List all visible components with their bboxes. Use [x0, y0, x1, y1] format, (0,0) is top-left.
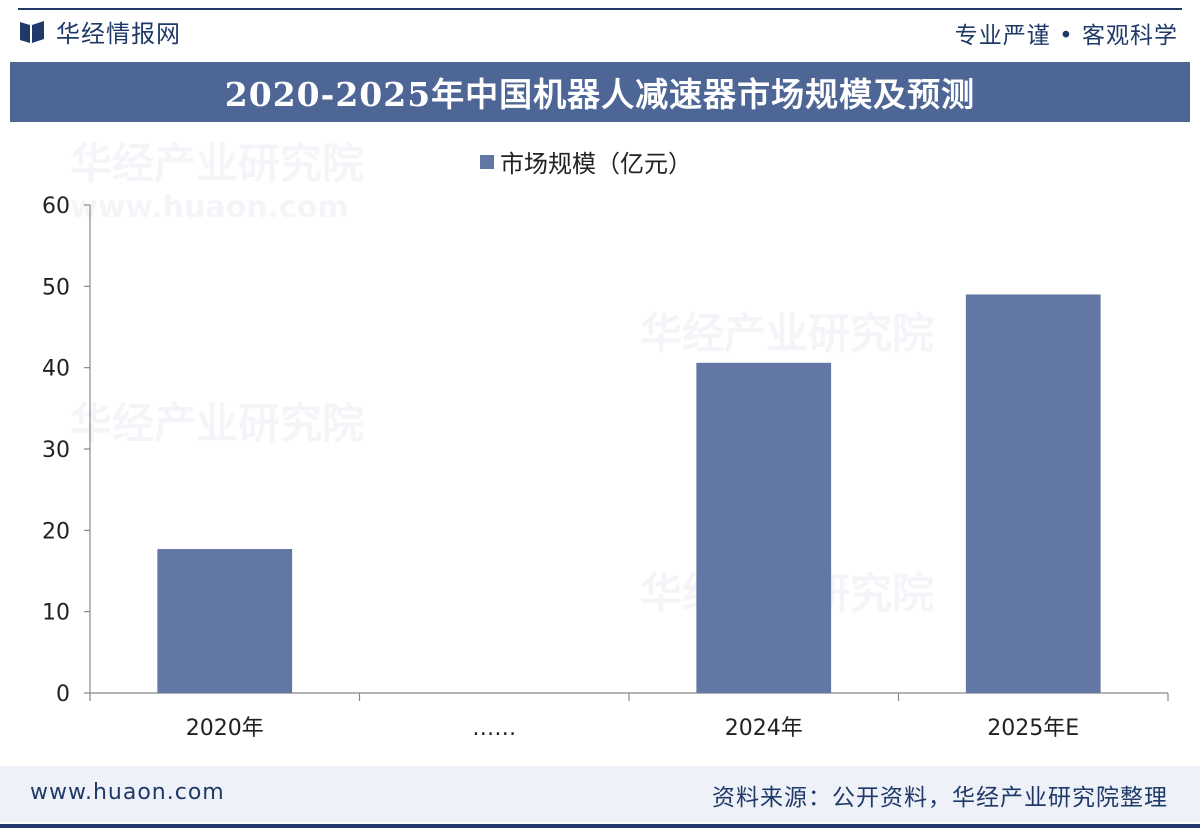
- bar: [157, 549, 293, 693]
- brand-name: 华经情报网: [56, 20, 181, 48]
- brand[interactable]: 华经情报网: [18, 14, 181, 49]
- logo-icon: [20, 20, 44, 43]
- legend-swatch: [480, 154, 494, 169]
- watermark: 华经产业研究院: [640, 309, 935, 358]
- x-tick-label: 2025年E: [987, 716, 1079, 741]
- watermark: www.huaon.com: [70, 190, 349, 225]
- y-tick-label: 0: [56, 682, 70, 707]
- footer-source: 资料来源：公开资料，华经产业研究院整理: [712, 785, 1168, 811]
- y-tick-label: 40: [42, 357, 70, 382]
- y-tick-label: 60: [42, 194, 70, 219]
- top-bar: [18, 8, 1182, 62]
- bar: [965, 294, 1101, 693]
- bar: [696, 362, 832, 693]
- legend-label: 市场规模（亿元）: [500, 150, 692, 178]
- legend: 市场规模（亿元）: [480, 144, 692, 179]
- slogan: 专业严谨 • 客观科学: [954, 23, 1178, 49]
- y-tick-label: 30: [42, 438, 70, 463]
- chart-title: 2020-2025年中国机器人减速器市场规模及预测: [224, 75, 976, 114]
- y-tick-label: 20: [42, 519, 70, 544]
- y-tick-label: 10: [42, 601, 70, 626]
- x-tick-label: 2020年: [186, 716, 264, 741]
- x-tick-label: ……: [472, 716, 516, 741]
- x-tick-label: 2024年: [725, 716, 803, 741]
- watermark: 华经产业研究院: [70, 139, 365, 188]
- title-band: 2020-2025年中国机器人减速器市场规模及预测: [10, 62, 1190, 122]
- footer: www.huaon.com 资料来源：公开资料，华经产业研究院整理: [0, 766, 1200, 822]
- watermark: 华经产业研究院: [70, 399, 365, 448]
- bottom-line: [0, 824, 1200, 828]
- y-tick-label: 50: [42, 275, 70, 300]
- footer-site-link[interactable]: www.huaon.com: [30, 780, 225, 805]
